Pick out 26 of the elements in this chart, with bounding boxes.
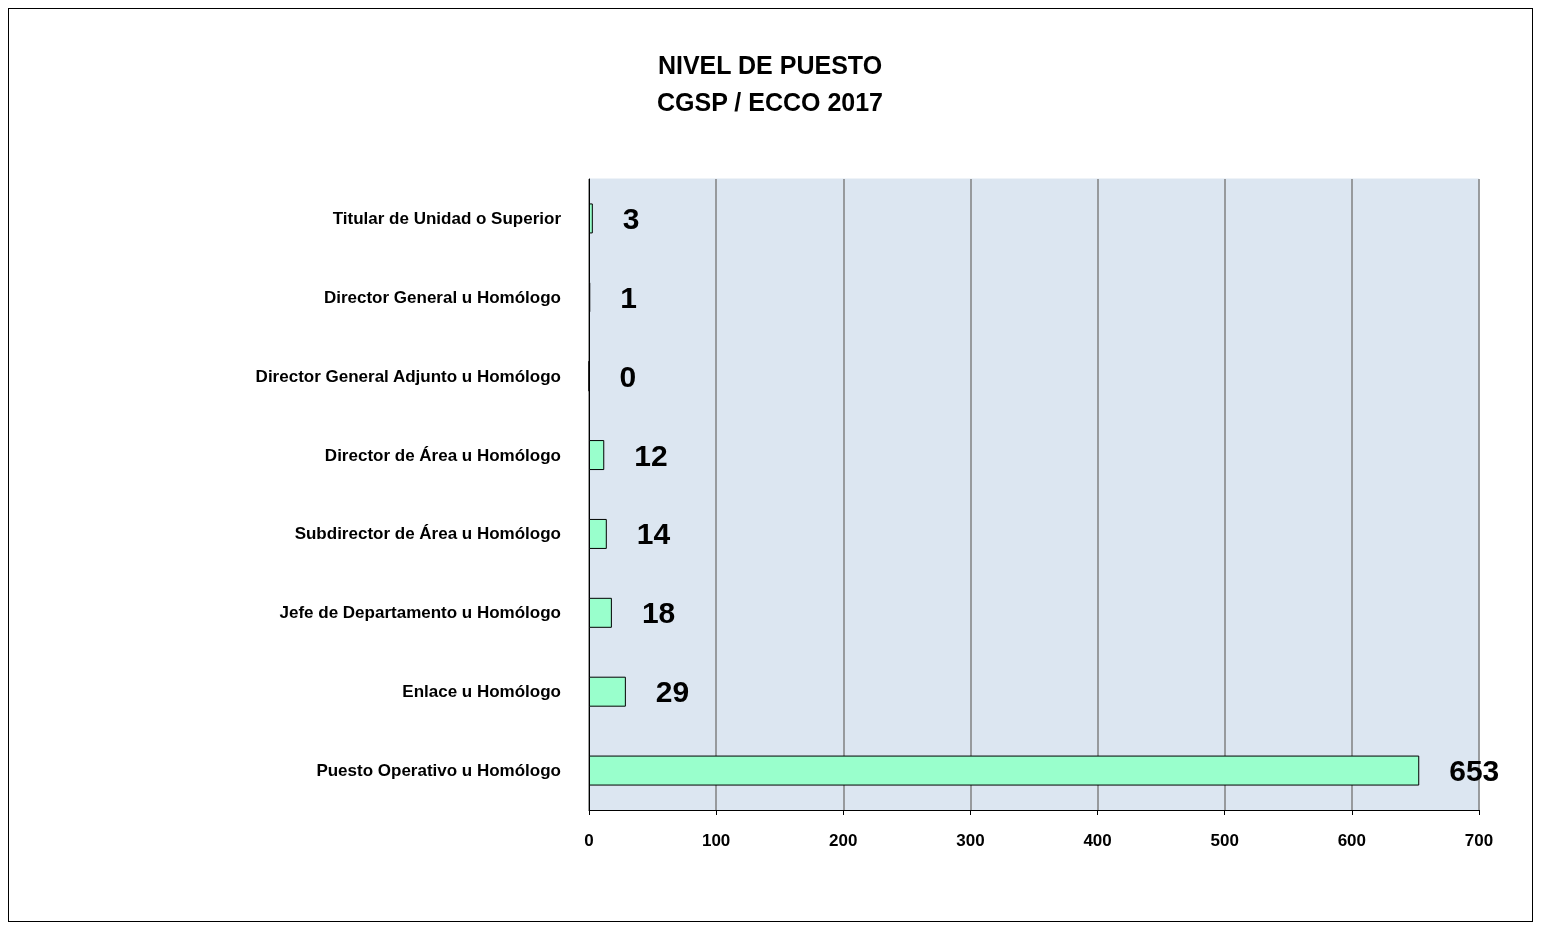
- y-tick-label: Puesto Operativo u Homólogo: [316, 761, 561, 781]
- x-tick-label: 100: [701, 831, 731, 850]
- chart-subtitle: CGSP / ECCO 2017: [656, 87, 884, 116]
- y-tick-label: Director de Área u Homólogo: [324, 445, 561, 465]
- y-tick-label: Director General u Homólogo: [323, 287, 561, 307]
- chart-title: NIVEL DE PUESTO: [657, 50, 883, 79]
- x-tick-label: 500: [1210, 831, 1239, 850]
- data-label: 653: [1449, 754, 1500, 788]
- data-label: 14: [636, 517, 671, 551]
- y-tick-label: Titular de Unidad o Superior: [332, 208, 562, 228]
- data-label: 3: [622, 201, 640, 235]
- data-label: 29: [655, 675, 690, 709]
- x-tick-label: 700: [1464, 831, 1494, 850]
- x-tick-label: 200: [829, 831, 858, 850]
- y-tick-label: Enlace u Homólogo: [402, 682, 561, 702]
- y-tick-label: Jefe de Departamento u Homólogo: [279, 603, 561, 623]
- data-label: 1: [620, 280, 637, 314]
- x-tick-label: 300: [956, 831, 985, 850]
- x-tick-label: 400: [1083, 831, 1112, 850]
- x-tick-label: 600: [1337, 831, 1367, 850]
- y-tick-label: Subdirector de Área u Homólogo: [294, 524, 561, 544]
- y-tick-label: Director General Adjunto u Homólogo: [255, 366, 561, 386]
- data-label: 0: [619, 359, 637, 393]
- data-label: 12: [634, 438, 668, 472]
- data-label: 18: [641, 596, 676, 630]
- x-tick-label: 0: [584, 831, 594, 850]
